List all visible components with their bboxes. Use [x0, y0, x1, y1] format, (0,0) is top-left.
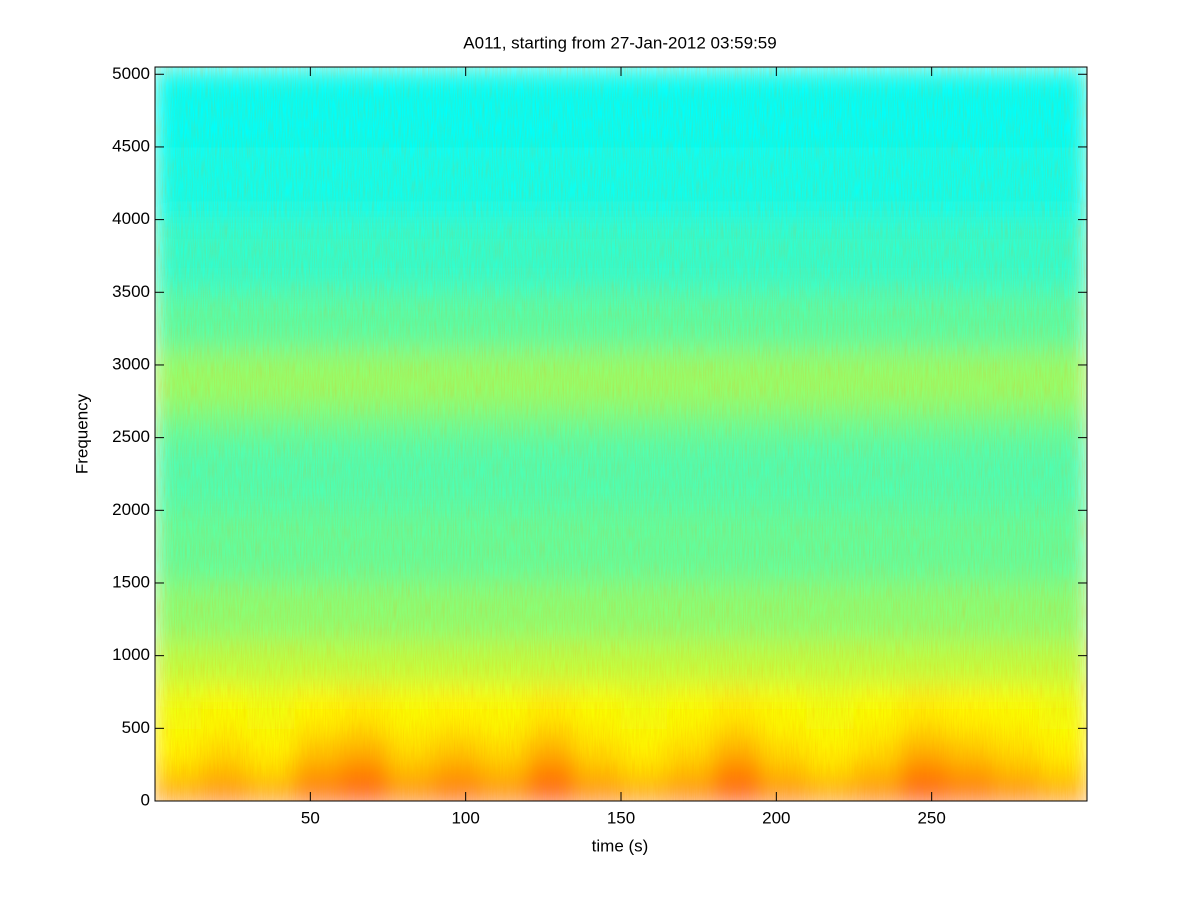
- y-axis-label: Frequency: [72, 393, 91, 474]
- y-tick-label: 3000: [112, 354, 150, 373]
- y-tick-label: 500: [122, 718, 150, 737]
- texture: [155, 67, 1087, 801]
- y-tick-label: 2500: [112, 427, 150, 446]
- x-axis-label: time (s): [592, 836, 649, 855]
- y-tick-label: 2000: [112, 500, 150, 519]
- chart-title: A011, starting from 27-Jan-2012 03:59:59: [463, 33, 776, 52]
- x-tick-label: 250: [917, 808, 945, 827]
- y-tick-label: 1000: [112, 645, 150, 664]
- y-tick-label: 5000: [112, 64, 150, 83]
- x-tick-label: 50: [301, 808, 320, 827]
- x-tick-label: 150: [607, 808, 635, 827]
- heatmap: [155, 67, 1087, 801]
- x-tick-label: 100: [451, 808, 479, 827]
- y-tick-label: 4000: [112, 209, 150, 228]
- y-tick-label: 3500: [112, 282, 150, 301]
- y-tick-label: 1500: [112, 572, 150, 591]
- x-tick-label: 200: [762, 808, 790, 827]
- y-tick-label: 0: [141, 790, 150, 809]
- y-tick-label: 4500: [112, 136, 150, 155]
